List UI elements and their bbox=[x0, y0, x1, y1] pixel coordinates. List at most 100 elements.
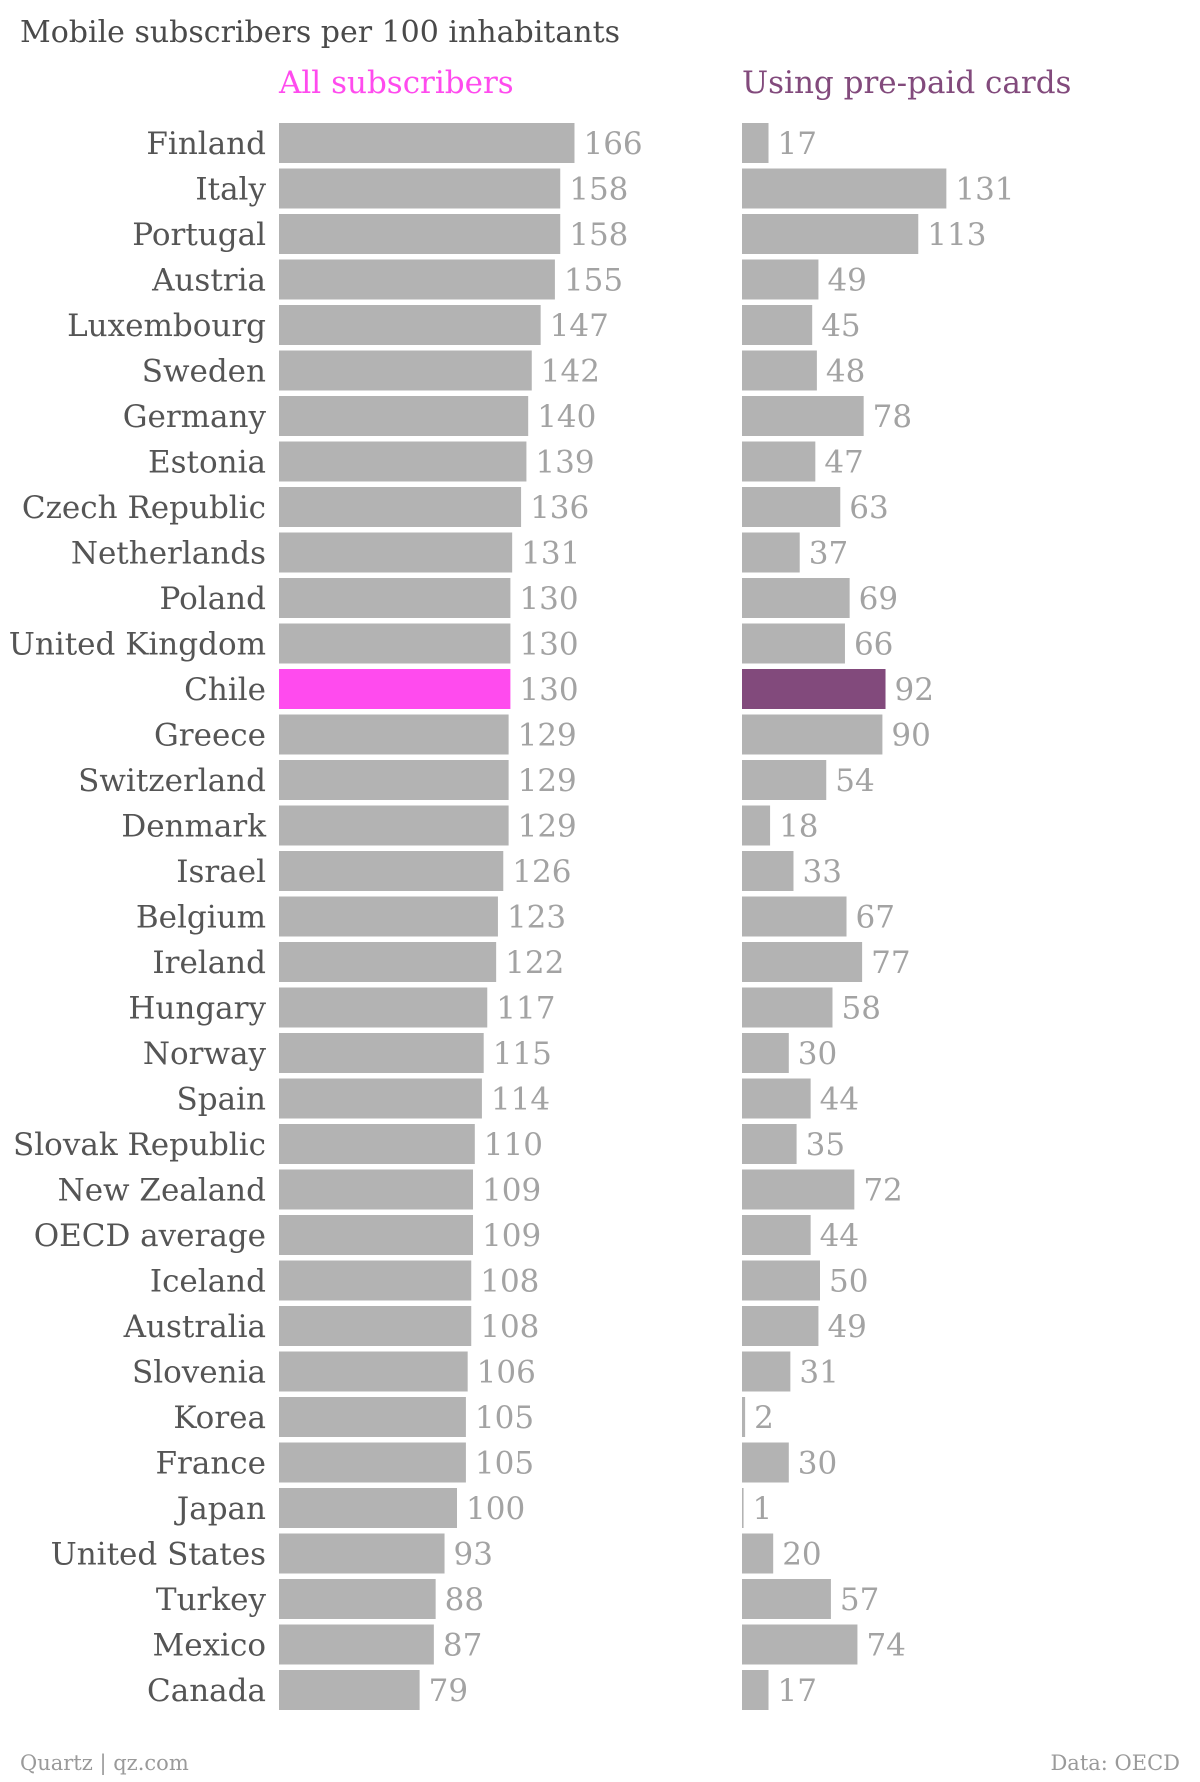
bar-prepaid-israel bbox=[742, 851, 794, 891]
value-label-prepaid-belgium: 67 bbox=[856, 900, 895, 936]
value-label-all-subscribers-iceland: 108 bbox=[480, 1264, 539, 1300]
value-label-prepaid-denmark: 18 bbox=[779, 809, 818, 845]
value-label-all-subscribers-norway: 115 bbox=[493, 1036, 552, 1072]
category-label-turkey: Turkey bbox=[156, 1582, 267, 1618]
value-label-prepaid-mexico: 74 bbox=[866, 1628, 905, 1664]
value-label-prepaid-united-kingdom: 66 bbox=[854, 627, 893, 663]
value-label-prepaid-canada: 17 bbox=[778, 1673, 817, 1709]
value-label-all-subscribers-poland: 130 bbox=[519, 581, 578, 617]
value-label-all-subscribers-czech-republic: 136 bbox=[530, 490, 589, 526]
value-label-prepaid-ireland: 77 bbox=[871, 945, 910, 981]
bar-all-subscribers-denmark bbox=[279, 805, 509, 846]
bar-prepaid-iceland bbox=[742, 1260, 820, 1301]
bar-all-subscribers-ireland bbox=[279, 942, 497, 982]
category-label-korea: Korea bbox=[173, 1400, 266, 1436]
bar-prepaid-denmark bbox=[742, 805, 771, 846]
value-label-prepaid-poland: 69 bbox=[859, 581, 898, 617]
value-label-prepaid-greece: 90 bbox=[891, 718, 930, 754]
category-label-canada: Canada bbox=[147, 1673, 266, 1709]
footer-source-left: Quartz | qz.com bbox=[20, 1751, 189, 1776]
category-label-new-zealand: New Zealand bbox=[58, 1173, 266, 1209]
bar-prepaid-portugal bbox=[742, 214, 919, 254]
value-label-prepaid-spain: 44 bbox=[820, 1082, 859, 1118]
value-label-all-subscribers-denmark: 129 bbox=[518, 809, 577, 845]
value-label-prepaid-slovak-republic: 35 bbox=[806, 1127, 845, 1163]
bar-prepaid-slovenia bbox=[742, 1351, 791, 1392]
category-label-luxembourg: Luxembourg bbox=[67, 308, 266, 344]
bar-all-subscribers-chile bbox=[279, 669, 511, 709]
bar-all-subscribers-greece bbox=[279, 714, 509, 755]
bar-prepaid-mexico bbox=[742, 1624, 858, 1665]
bar-all-subscribers-spain bbox=[279, 1078, 482, 1119]
value-label-all-subscribers-slovak-republic: 110 bbox=[484, 1127, 543, 1163]
value-label-prepaid-iceland: 50 bbox=[829, 1264, 868, 1300]
bar-prepaid-united-kingdom bbox=[742, 623, 845, 664]
value-label-all-subscribers-finland: 166 bbox=[583, 126, 642, 162]
category-label-iceland: Iceland bbox=[150, 1264, 266, 1300]
bar-all-subscribers-hungary bbox=[279, 987, 488, 1028]
bar-all-subscribers-iceland bbox=[279, 1260, 472, 1301]
value-label-prepaid-portugal: 113 bbox=[927, 217, 986, 253]
bar-prepaid-austria bbox=[742, 259, 819, 300]
bar-all-subscribers-poland bbox=[279, 578, 511, 618]
bar-prepaid-norway bbox=[742, 1033, 789, 1073]
value-label-all-subscribers-austria: 155 bbox=[564, 263, 623, 299]
panel-title-all-subscribers: All subscribers bbox=[278, 65, 514, 101]
value-label-all-subscribers-hungary: 117 bbox=[496, 991, 555, 1027]
value-label-prepaid-turkey: 57 bbox=[840, 1582, 879, 1618]
value-label-all-subscribers-korea: 105 bbox=[475, 1400, 534, 1436]
value-label-prepaid-australia: 49 bbox=[827, 1309, 866, 1345]
bar-all-subscribers-mexico bbox=[279, 1624, 434, 1665]
value-label-all-subscribers-slovenia: 106 bbox=[477, 1355, 536, 1391]
value-label-prepaid-czech-republic: 63 bbox=[849, 490, 888, 526]
value-label-all-subscribers-chile: 130 bbox=[519, 672, 578, 708]
bar-prepaid-italy bbox=[742, 168, 947, 209]
bar-all-subscribers-estonia bbox=[279, 441, 527, 482]
value-label-all-subscribers-united-kingdom: 130 bbox=[519, 627, 578, 663]
bar-prepaid-greece bbox=[742, 714, 883, 755]
bar-prepaid-chile bbox=[742, 669, 886, 709]
bar-all-subscribers-slovak-republic bbox=[279, 1124, 475, 1164]
category-label-ireland: Ireland bbox=[152, 945, 266, 981]
bar-all-subscribers-belgium bbox=[279, 896, 498, 937]
bar-prepaid-united-states bbox=[742, 1533, 774, 1574]
bar-all-subscribers-slovenia bbox=[279, 1351, 468, 1392]
value-label-prepaid-chile: 92 bbox=[895, 672, 934, 708]
value-label-prepaid-finland: 17 bbox=[778, 126, 817, 162]
value-label-all-subscribers-greece: 129 bbox=[518, 718, 577, 754]
value-label-prepaid-united-states: 20 bbox=[782, 1537, 821, 1573]
bar-prepaid-czech-republic bbox=[742, 487, 841, 527]
bar-all-subscribers-israel bbox=[279, 851, 504, 891]
category-label-united-states: United States bbox=[51, 1537, 266, 1573]
value-label-all-subscribers-mexico: 87 bbox=[443, 1628, 482, 1664]
bar-all-subscribers-czech-republic bbox=[279, 487, 522, 527]
bar-all-subscribers-netherlands bbox=[279, 532, 513, 573]
category-label-united-kingdom: United Kingdom bbox=[9, 627, 266, 663]
value-label-all-subscribers-portugal: 158 bbox=[569, 217, 628, 253]
value-label-all-subscribers-germany: 140 bbox=[537, 399, 596, 435]
value-label-prepaid-korea: 2 bbox=[754, 1400, 774, 1436]
value-label-prepaid-netherlands: 37 bbox=[809, 536, 848, 572]
bar-prepaid-hungary bbox=[742, 987, 833, 1028]
category-label-belgium: Belgium bbox=[136, 900, 266, 936]
bar-all-subscribers-germany bbox=[279, 396, 529, 436]
value-label-all-subscribers-sweden: 142 bbox=[541, 354, 600, 390]
value-label-all-subscribers-united-states: 93 bbox=[454, 1537, 493, 1573]
bar-prepaid-canada bbox=[742, 1670, 769, 1710]
value-label-all-subscribers-switzerland: 129 bbox=[518, 763, 577, 799]
category-label-poland: Poland bbox=[160, 581, 266, 617]
category-label-czech-republic: Czech Republic bbox=[22, 490, 266, 526]
category-label-estonia: Estonia bbox=[148, 445, 266, 481]
value-label-prepaid-norway: 30 bbox=[798, 1036, 837, 1072]
value-label-all-subscribers-italy: 158 bbox=[569, 172, 628, 208]
bar-all-subscribers-australia bbox=[279, 1306, 472, 1346]
category-label-finland: Finland bbox=[146, 126, 266, 162]
bar-all-subscribers-oecd-average bbox=[279, 1215, 474, 1255]
bar-all-subscribers-france bbox=[279, 1442, 466, 1483]
category-label-chile: Chile bbox=[184, 672, 266, 708]
value-label-prepaid-luxembourg: 45 bbox=[821, 308, 860, 344]
category-label-australia: Australia bbox=[123, 1309, 266, 1345]
category-label-spain: Spain bbox=[177, 1082, 266, 1118]
category-label-slovenia: Slovenia bbox=[132, 1355, 266, 1391]
